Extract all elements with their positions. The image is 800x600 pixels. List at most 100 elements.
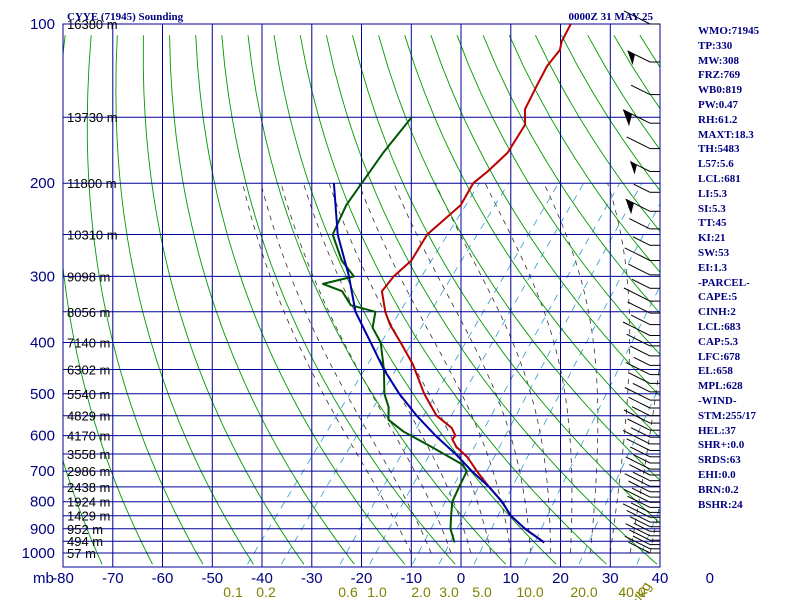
panel-item: LCL:683: [698, 320, 741, 333]
moist-adiabat: [607, 183, 631, 554]
height-label: 494 m: [67, 534, 103, 549]
height-label: 10310 m: [67, 228, 118, 243]
wind-barb: [633, 522, 660, 532]
dry-adiabat: [142, 35, 305, 565]
dry-adiabat: [456, 35, 660, 355]
wind-barb: [623, 287, 660, 302]
mixing-ratio-label: 40.0: [618, 584, 645, 600]
height-label: 5540 m: [67, 387, 110, 402]
moist-adiabat: [543, 183, 599, 554]
panel-item: L57:5.6: [698, 158, 734, 171]
wind-barb: [626, 333, 660, 347]
sounding-profiles: [322, 24, 572, 544]
height-label: 7140 m: [67, 336, 110, 351]
wind-barb: [625, 361, 660, 376]
dry-adiabat: [169, 35, 355, 565]
wind-barb: [624, 247, 660, 261]
wind-barb: [628, 541, 660, 554]
panel-item: BRN:0.2: [698, 483, 739, 496]
panel-item: CAPE:5: [698, 291, 738, 304]
wind-barb: [628, 480, 660, 493]
panel-item: -PARCEL-: [698, 276, 750, 289]
wind-barb: [629, 464, 660, 476]
wind-barb: [626, 438, 660, 451]
grid: [62, 23, 661, 568]
height-label: 57 m: [67, 546, 96, 561]
temperature-tick-label: 0: [706, 570, 714, 587]
panel-item: KI:21: [698, 232, 726, 245]
wind-barb: [623, 488, 660, 503]
dry-adiabat: [115, 35, 254, 565]
mixing-ratio-label: 0.1: [223, 584, 243, 600]
dry-adiabat: [404, 35, 660, 439]
panel-item: SW:53: [698, 246, 730, 259]
wind-barb: [622, 429, 660, 445]
wind-barb: [625, 456, 660, 470]
dry-adiabats: [63, 34, 660, 565]
pressure-tick-label: 100: [30, 16, 55, 33]
pressure-tick-label: 300: [30, 268, 55, 285]
height-label: 3558 m: [67, 447, 110, 462]
temperature-tick-label: -10: [400, 570, 422, 587]
moist-adiabat: [358, 183, 512, 554]
dry-adiabat: [508, 35, 660, 273]
mixing-ratio-line: [473, 203, 660, 565]
height-label: 13730 m: [67, 110, 118, 125]
parcel-path: [332, 183, 545, 544]
wind-barb: [630, 502, 660, 513]
panel-item: TH:5483: [698, 143, 740, 156]
dewpoint-profile: [322, 116, 468, 543]
mixing-ratio-line: [369, 182, 585, 565]
temperature-tick-label: -80: [52, 570, 74, 587]
pressure-tick-label: 600: [30, 428, 55, 445]
wind-barb: [630, 84, 660, 96]
height-label: 11800 m: [67, 176, 117, 191]
wind-barb: [622, 321, 660, 336]
mixing-ratio-line: [247, 182, 480, 565]
mixing-ratio-label: 1.0: [367, 584, 387, 600]
mixing-ratio-label: 20.0: [570, 584, 597, 600]
mixing-ratio-line: [339, 182, 559, 565]
moist-adiabat: [484, 183, 573, 554]
wind-barbs: [622, 10, 660, 554]
wind-barb: [627, 495, 660, 508]
pressure-tick-label: 500: [30, 386, 55, 403]
panel-item: PW:0.47: [698, 98, 739, 111]
wind-barb: [629, 161, 660, 175]
panel-item: HEL:37: [698, 424, 736, 437]
temperature-tick-label: -20: [351, 570, 373, 587]
dry-adiabat: [63, 35, 153, 565]
temperature-tick-label: 30: [602, 570, 619, 587]
mixing-ratio-label: 5.0: [472, 584, 492, 600]
wind-barb: [633, 183, 660, 193]
mixing-ratio-label: 0.2: [256, 584, 276, 600]
temperature-tick-label: -40: [251, 570, 273, 587]
wind-barb: [627, 301, 660, 314]
wind-barb: [628, 263, 660, 276]
dry-adiabat: [482, 35, 660, 314]
wind-barb: [623, 10, 660, 25]
dry-adiabat: [430, 35, 660, 397]
temperature-tick-label: 10: [502, 570, 519, 587]
wind-barb: [629, 345, 660, 357]
wind-barb: [631, 406, 660, 417]
wind-barb: [629, 446, 660, 458]
moist-adiabats: [242, 183, 660, 554]
panel-item: EHI:0.0: [698, 468, 736, 481]
wind-barb: [632, 471, 660, 482]
panel-item: LI:5.3: [698, 187, 728, 200]
wind-barb: [622, 109, 660, 127]
wind-barb: [629, 529, 660, 541]
mixing-ratio-line: [412, 183, 621, 565]
stability-panel: WMO:71945 TP:330 MW:308 FRZ:769 WB0:819 PW:0.…: [698, 24, 798, 512]
dry-adiabat: [195, 35, 406, 565]
wind-barb: [632, 535, 660, 546]
panel-item: WMO:71945: [698, 25, 760, 37]
height-label: 1429 m: [67, 509, 110, 524]
mixing-ratio-line: [524, 285, 660, 565]
wind-barb: [622, 503, 660, 518]
temperature-tick-label: 0: [457, 570, 465, 587]
panel-item: CAP:5.3: [698, 335, 739, 348]
wind-barb: [629, 218, 660, 230]
